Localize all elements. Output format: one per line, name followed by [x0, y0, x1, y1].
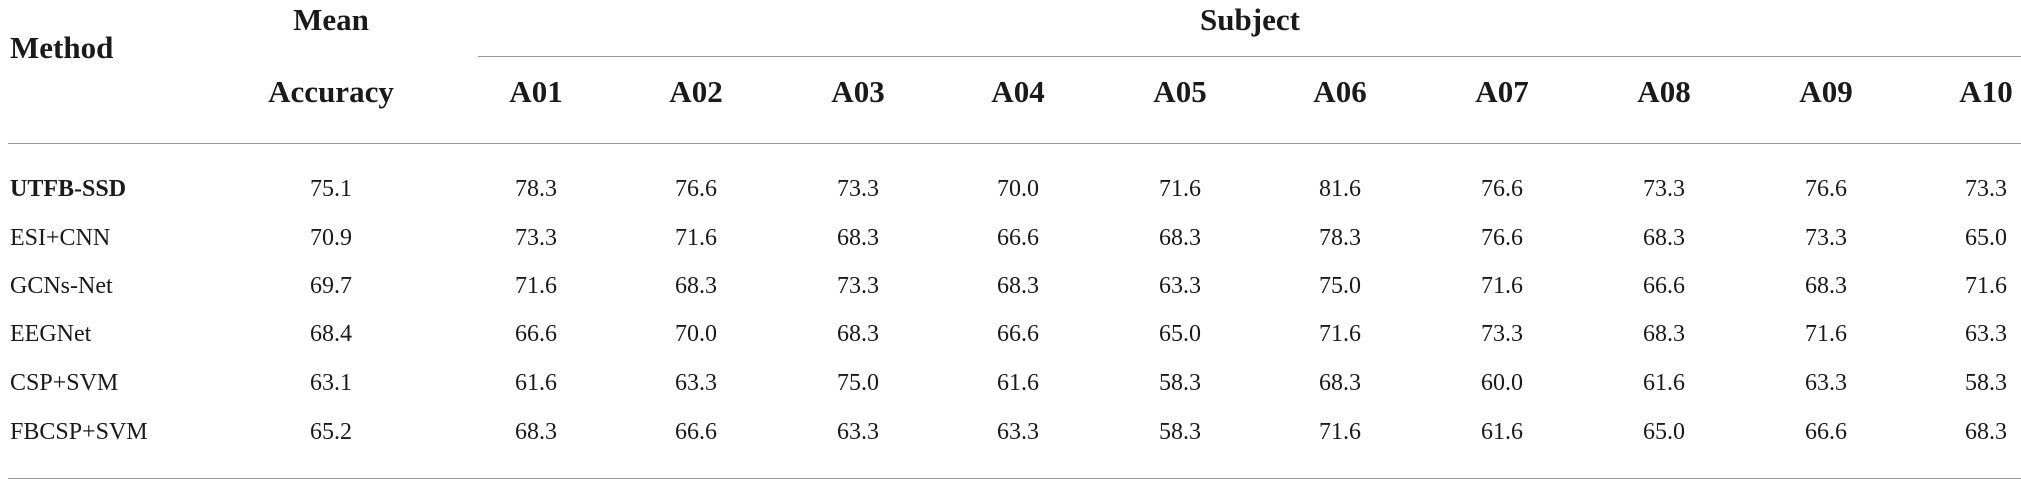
subject-accuracy-cell: 63.3 — [1159, 273, 1201, 299]
subject-accuracy-cell: 68.3 — [1159, 225, 1201, 251]
subject-accuracy-cell: 63.3 — [837, 419, 879, 445]
method-cell: ESI+CNN — [10, 225, 111, 251]
method-cell: CSP+SVM — [10, 370, 119, 396]
mean-accuracy-cell: 65.2 — [310, 419, 352, 445]
subject-accuracy-cell: 65.0 — [1965, 225, 2007, 251]
subject-accuracy-cell: 70.0 — [675, 321, 717, 347]
subject-accuracy-cell: 65.0 — [1643, 419, 1685, 445]
subject-column-header: A05 — [1153, 74, 1207, 109]
subject-accuracy-cell: 68.3 — [1643, 321, 1685, 347]
method-header: Method — [10, 30, 114, 65]
subject-accuracy-cell: 61.6 — [515, 370, 557, 396]
subject-accuracy-cell: 73.3 — [1481, 321, 1523, 347]
subject-accuracy-cell: 71.6 — [1319, 321, 1361, 347]
subject-column-header: A06 — [1313, 74, 1367, 109]
subject-accuracy-cell: 73.3 — [837, 273, 879, 299]
subject-accuracy-cell: 73.3 — [1643, 176, 1685, 202]
subject-accuracy-cell: 68.3 — [837, 321, 879, 347]
subject-column-header: A10 — [1959, 74, 2013, 109]
subject-accuracy-cell: 68.3 — [1319, 370, 1361, 396]
mean-accuracy-cell: 70.9 — [310, 225, 352, 251]
subject-accuracy-cell: 73.3 — [515, 225, 557, 251]
subject-accuracy-cell: 76.6 — [1481, 176, 1523, 202]
subject-accuracy-cell: 75.0 — [837, 370, 879, 396]
method-cell: UTFB-SSD — [10, 176, 127, 202]
subject-accuracy-cell: 63.3 — [1965, 321, 2007, 347]
subject-accuracy-cell: 78.3 — [515, 176, 557, 202]
subject-column-header: A04 — [991, 74, 1045, 109]
subject-accuracy-cell: 81.6 — [1319, 176, 1361, 202]
method-cell: FBCSP+SVM — [10, 419, 148, 445]
subject-accuracy-cell: 73.3 — [1805, 225, 1847, 251]
subject-accuracy-cell: 58.3 — [1159, 370, 1201, 396]
table-bottom-rule — [8, 478, 2021, 479]
subject-accuracy-cell: 66.6 — [515, 321, 557, 347]
subject-accuracy-cell: 78.3 — [1319, 225, 1361, 251]
subject-accuracy-cell: 71.6 — [1159, 176, 1201, 202]
subject-accuracy-cell: 63.3 — [675, 370, 717, 396]
subject-accuracy-cell: 61.6 — [1643, 370, 1685, 396]
subject-accuracy-cell: 60.0 — [1481, 370, 1523, 396]
subject-column-header: A09 — [1799, 74, 1853, 109]
subject-accuracy-cell: 76.6 — [1481, 225, 1523, 251]
mean-accuracy-header-line1: Mean — [293, 2, 369, 37]
subject-accuracy-cell: 68.3 — [837, 225, 879, 251]
subject-accuracy-cell: 66.6 — [1643, 273, 1685, 299]
method-cell: GCNs-Net — [10, 273, 113, 299]
method-cell: EEGNet — [10, 321, 92, 347]
mean-accuracy-cell: 63.1 — [310, 370, 352, 396]
subject-accuracy-cell: 61.6 — [1481, 419, 1523, 445]
subject-accuracy-cell: 66.6 — [1805, 419, 1847, 445]
mean-accuracy-cell: 68.4 — [310, 321, 352, 347]
subject-accuracy-cell: 73.3 — [837, 176, 879, 202]
subject-accuracy-cell: 75.0 — [1319, 273, 1361, 299]
subject-accuracy-cell: 76.6 — [1805, 176, 1847, 202]
subject-accuracy-cell: 61.6 — [997, 370, 1039, 396]
subject-header-rule — [478, 56, 2021, 57]
mean-accuracy-cell: 75.1 — [310, 176, 352, 202]
subject-accuracy-cell: 68.3 — [1965, 419, 2007, 445]
subject-accuracy-cell: 71.6 — [1805, 321, 1847, 347]
mean-accuracy-header-line2: Accuracy — [268, 74, 394, 109]
subject-accuracy-cell: 71.6 — [515, 273, 557, 299]
subject-accuracy-cell: 68.3 — [515, 419, 557, 445]
subject-accuracy-cell: 68.3 — [1643, 225, 1685, 251]
subject-column-header: A02 — [669, 74, 723, 109]
subject-accuracy-cell: 76.6 — [675, 176, 717, 202]
subject-header: Subject — [1200, 2, 1300, 37]
subject-accuracy-cell: 66.6 — [675, 419, 717, 445]
subject-accuracy-cell: 71.6 — [1319, 419, 1361, 445]
subject-accuracy-cell: 63.3 — [1805, 370, 1847, 396]
subject-column-header: A01 — [509, 74, 563, 109]
subject-accuracy-cell: 65.0 — [1159, 321, 1201, 347]
subject-accuracy-cell: 58.3 — [1159, 419, 1201, 445]
header-bottom-rule — [8, 143, 2021, 144]
subject-accuracy-cell: 73.3 — [1965, 176, 2007, 202]
subject-accuracy-cell: 68.3 — [675, 273, 717, 299]
subject-accuracy-cell: 58.3 — [1965, 370, 2007, 396]
subject-accuracy-cell: 70.0 — [997, 176, 1039, 202]
subject-accuracy-cell: 66.6 — [997, 321, 1039, 347]
mean-accuracy-cell: 69.7 — [310, 273, 352, 299]
subject-column-header: A07 — [1475, 74, 1529, 109]
subject-accuracy-cell: 66.6 — [997, 225, 1039, 251]
subject-accuracy-cell: 68.3 — [1805, 273, 1847, 299]
subject-accuracy-cell: 71.6 — [1965, 273, 2007, 299]
subject-column-header: A03 — [831, 74, 885, 109]
subject-accuracy-cell: 63.3 — [997, 419, 1039, 445]
subject-accuracy-cell: 71.6 — [675, 225, 717, 251]
subject-accuracy-cell: 71.6 — [1481, 273, 1523, 299]
subject-accuracy-cell: 68.3 — [997, 273, 1039, 299]
subject-column-header: A08 — [1637, 74, 1691, 109]
